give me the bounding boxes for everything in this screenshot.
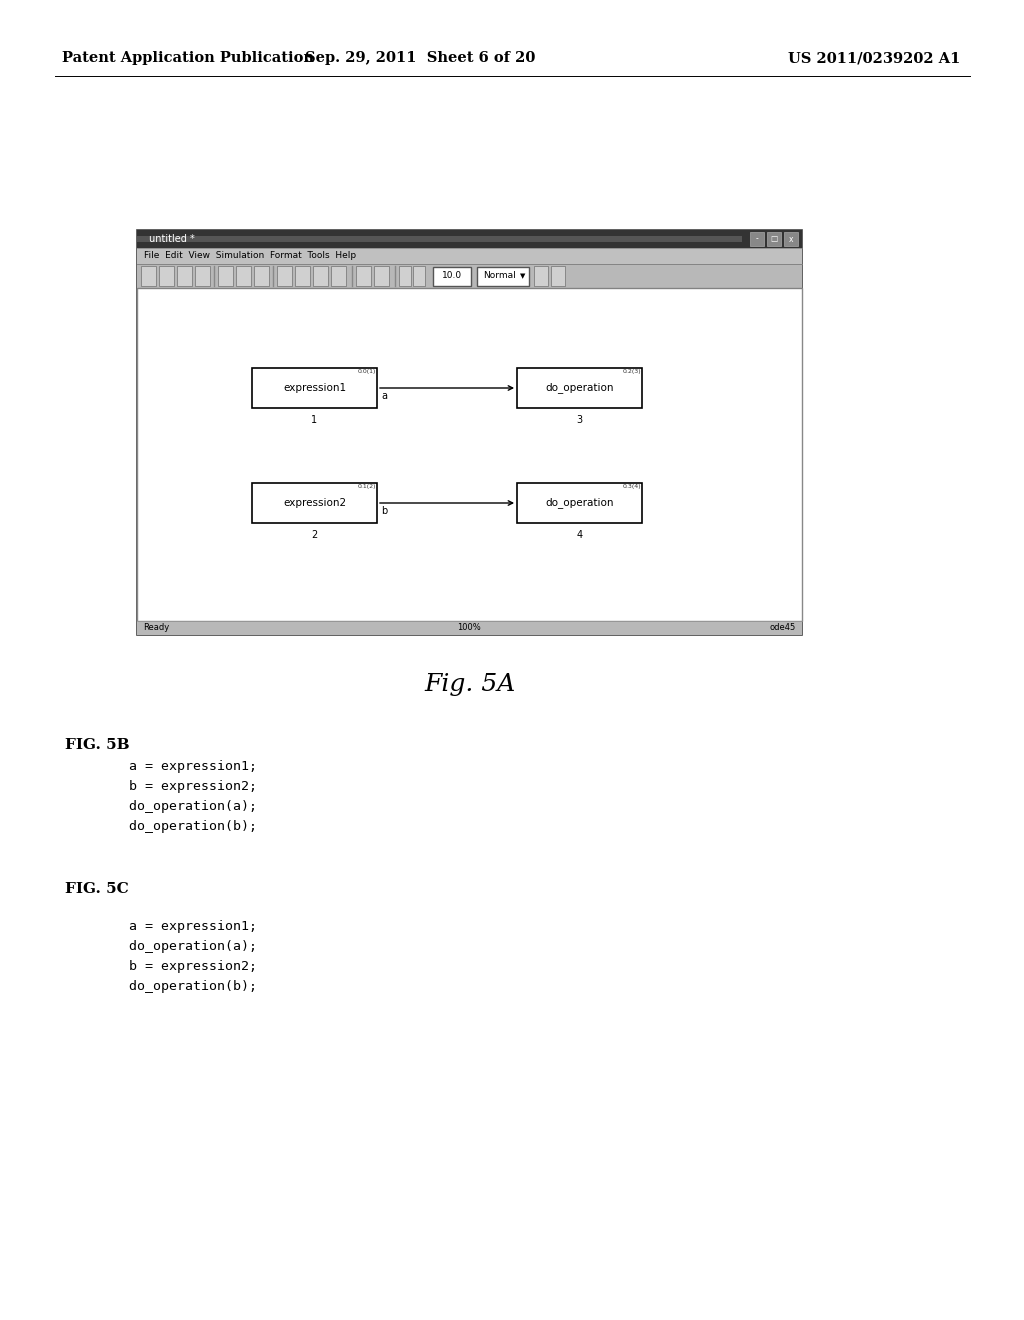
Text: do_operation: do_operation xyxy=(545,383,613,393)
Text: 2: 2 xyxy=(311,531,317,540)
Text: 0.1(2): 0.1(2) xyxy=(357,484,376,488)
Text: do_operation(a);: do_operation(a); xyxy=(65,800,257,813)
Text: ode45: ode45 xyxy=(770,623,796,632)
Text: expression2: expression2 xyxy=(283,498,346,508)
Text: b: b xyxy=(381,506,387,516)
Bar xyxy=(137,620,802,635)
Text: 4: 4 xyxy=(577,531,583,540)
Text: do_operation: do_operation xyxy=(545,498,613,508)
Text: FIG. 5C: FIG. 5C xyxy=(65,882,129,896)
Bar xyxy=(137,288,802,620)
Bar xyxy=(137,236,742,242)
Text: a = expression1;: a = expression1; xyxy=(65,920,257,933)
Text: Ready: Ready xyxy=(143,623,169,632)
Bar xyxy=(551,267,565,286)
Bar xyxy=(195,267,210,286)
Text: US 2011/0239202 A1: US 2011/0239202 A1 xyxy=(787,51,961,65)
Text: ▼: ▼ xyxy=(520,273,525,279)
Bar xyxy=(767,232,781,246)
Bar xyxy=(413,267,425,286)
Bar xyxy=(356,267,371,286)
Text: a = expression1;: a = expression1; xyxy=(65,760,257,774)
Text: -: - xyxy=(756,235,759,243)
Bar xyxy=(141,267,156,286)
Text: □: □ xyxy=(770,235,777,243)
Text: File  Edit  View  Simulation  Format  Tools  Help: File Edit View Simulation Format Tools H… xyxy=(144,252,356,260)
Text: 10.0: 10.0 xyxy=(442,272,462,281)
Text: Sep. 29, 2011  Sheet 6 of 20: Sep. 29, 2011 Sheet 6 of 20 xyxy=(305,51,536,65)
Bar xyxy=(137,264,802,288)
Bar xyxy=(784,232,798,246)
Text: x: x xyxy=(788,235,794,243)
Text: Patent Application Publication: Patent Application Publication xyxy=(62,51,314,65)
Bar xyxy=(254,267,269,286)
Text: 0.2(3): 0.2(3) xyxy=(623,370,641,374)
Bar xyxy=(374,267,389,286)
Bar xyxy=(159,267,174,286)
Bar xyxy=(331,267,346,286)
Bar xyxy=(137,230,802,635)
Bar xyxy=(750,232,764,246)
Text: Normal: Normal xyxy=(482,272,515,281)
Text: FIG. 5B: FIG. 5B xyxy=(65,738,130,752)
Bar xyxy=(218,267,233,286)
Bar xyxy=(177,267,193,286)
Text: 0.0(1): 0.0(1) xyxy=(357,370,376,374)
Bar xyxy=(252,483,377,523)
Bar xyxy=(399,267,411,286)
Bar xyxy=(295,267,310,286)
Bar xyxy=(236,267,251,286)
Text: a: a xyxy=(381,391,387,401)
Text: do_operation(b);: do_operation(b); xyxy=(65,820,257,833)
Text: Fig. 5A: Fig. 5A xyxy=(424,673,515,696)
Text: do_operation(b);: do_operation(b); xyxy=(65,979,257,993)
Text: 1: 1 xyxy=(311,414,317,425)
Text: do_operation(a);: do_operation(a); xyxy=(65,940,257,953)
Bar xyxy=(477,267,529,286)
Bar xyxy=(278,267,292,286)
Text: b = expression2;: b = expression2; xyxy=(65,780,257,793)
Bar xyxy=(517,483,642,523)
Bar xyxy=(517,368,642,408)
Text: 0.3(4): 0.3(4) xyxy=(623,484,641,488)
Bar xyxy=(252,368,377,408)
Text: 3: 3 xyxy=(577,414,583,425)
Text: expression1: expression1 xyxy=(283,383,346,393)
Bar xyxy=(137,230,802,248)
Text: b = expression2;: b = expression2; xyxy=(65,960,257,973)
Text: untitled *: untitled * xyxy=(150,234,195,244)
Bar xyxy=(137,248,802,264)
Text: 100%: 100% xyxy=(457,623,481,632)
Bar xyxy=(313,267,328,286)
Bar xyxy=(534,267,548,286)
Bar xyxy=(433,267,471,286)
